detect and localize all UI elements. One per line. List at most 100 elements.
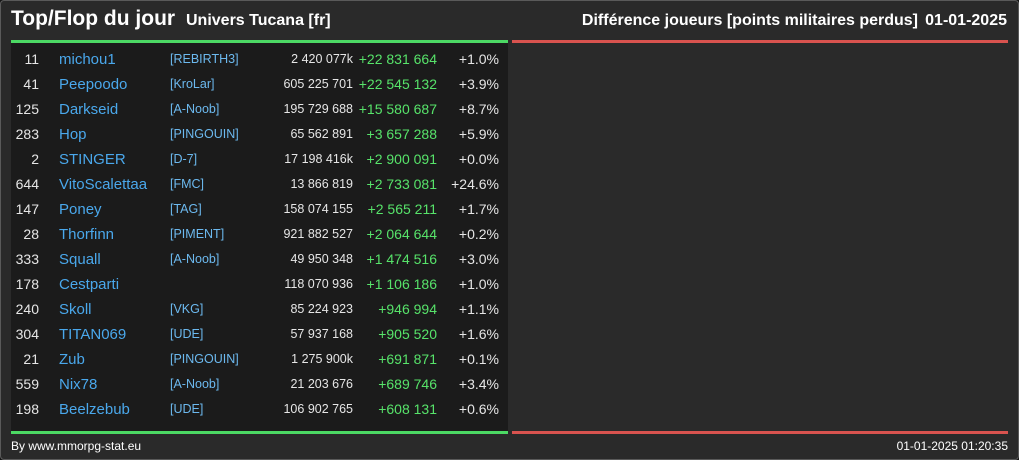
player-name-link[interactable]: Peepoodo (59, 76, 128, 93)
percent-cell: +8.7% (458, 101, 499, 117)
player-name-link[interactable]: Zub (59, 351, 85, 368)
difference-cell: +905 520 (378, 326, 437, 342)
alliance-tag-link[interactable]: [TAG] (170, 202, 202, 216)
table-row: 11 michou1 [REBIRTH3] 2 420 077k +22 831 664… (11, 47, 508, 72)
alliance-tag-link[interactable]: [REBIRTH3] (170, 52, 239, 66)
player-name-link[interactable]: Darkseid (59, 101, 119, 118)
alliance-tag-link[interactable]: [PIMENT] (170, 227, 225, 241)
percent-cell: +1.6% (458, 326, 499, 342)
points-cell: 195 729 688 (283, 102, 353, 116)
difference-cell: +608 131 (378, 401, 437, 417)
points-cell: 106 902 765 (283, 402, 353, 416)
player-name-link[interactable]: TITAN069 (59, 326, 127, 343)
rank-cell: 333 (15, 251, 39, 267)
percent-cell: +1.1% (458, 301, 499, 317)
alliance-tag-link[interactable]: [UDE] (170, 327, 204, 341)
rank-cell: 21 (23, 351, 39, 367)
header-date: 01-01-2025 (925, 12, 1007, 29)
difference-cell: +1 474 516 (366, 251, 437, 267)
alliance-tag-link[interactable]: [A-Noob] (170, 252, 220, 266)
difference-cell: +2 565 211 (367, 201, 437, 217)
percent-cell: +1.0% (458, 51, 499, 67)
player-name-link[interactable]: Cestparti (59, 276, 120, 293)
alliance-tag-link[interactable]: [A-Noob] (170, 377, 220, 391)
flop-panel (512, 40, 1008, 433)
universe-label: Univers Tucana [fr] (186, 12, 331, 29)
points-cell: 21 203 676 (290, 377, 353, 391)
player-name-link[interactable]: Skoll (59, 301, 92, 318)
player-name-link[interactable]: Squall (59, 251, 101, 268)
page-title: Top/Flop du jour (11, 7, 176, 30)
player-name-link[interactable]: Nix78 (59, 376, 98, 393)
difference-cell: +22 831 664 (358, 51, 437, 67)
alliance-tag-link[interactable]: [A-Noob] (170, 102, 220, 116)
percent-cell: +3.4% (458, 376, 499, 392)
alliance-tag-link[interactable]: [D-7] (170, 152, 198, 166)
difference-cell: +1 106 186 (366, 276, 437, 292)
table-row: 559 Nix78 [A-Noob] 21 203 676 +689 746 +3.4% (11, 372, 508, 397)
rank-cell: 178 (15, 276, 39, 292)
alliance-tag-link[interactable]: [PINGOUIN] (170, 352, 239, 366)
table-row: 240 Skoll [VKG] 85 224 923 +946 994 +1.1% (11, 297, 508, 322)
rank-cell: 240 (15, 301, 39, 317)
percent-cell: +1.0% (458, 276, 499, 292)
rank-cell: 147 (15, 201, 39, 217)
difference-cell: +2 733 081 (366, 176, 437, 192)
flop-panel-top-border (512, 40, 1008, 43)
points-cell: 118 070 936 (284, 277, 353, 291)
difference-cell: +2 064 644 (366, 226, 437, 242)
alliance-tag-link[interactable]: [UDE] (170, 402, 204, 416)
table-row: 304 TITAN069 [UDE] 57 937 168 +905 520 +1.6% (11, 322, 508, 347)
points-cell: 49 950 348 (290, 252, 353, 266)
percent-cell: +0.1% (458, 351, 499, 367)
ranking-label: Différence joueurs [points militaires pe… (581, 12, 918, 29)
alliance-tag-link[interactable]: [PINGOUIN] (170, 127, 239, 141)
player-name-link[interactable]: Poney (59, 201, 102, 218)
rank-cell: 644 (15, 176, 39, 192)
player-name-link[interactable]: VitoScalettaa (59, 176, 148, 193)
footer-timestamp: 01-01-2025 01:20:35 (896, 439, 1008, 453)
table-row: 21 Zub [PINGOUIN] 1 275 900k +691 871 +0.1% (11, 347, 508, 372)
top-panel-top-border (11, 40, 508, 43)
points-cell: 85 224 923 (290, 302, 353, 316)
difference-cell: +3 657 288 (366, 126, 437, 142)
percent-cell: +24.6% (451, 176, 499, 192)
points-cell: 158 074 155 (283, 202, 353, 216)
player-name-link[interactable]: Beelzebub (59, 401, 130, 418)
percent-cell: +3.9% (458, 76, 499, 92)
table-row: 333 Squall [A-Noob] 49 950 348 +1 474 516 +3.… (11, 247, 508, 272)
credit-link[interactable]: By www.mmorpg-stat.eu (11, 439, 142, 453)
table-row: 41 Peepoodo [KroLar] 605 225 701 +22 545 132… (11, 72, 508, 97)
header: Top/Flop du jour Univers Tucana [fr] Dif… (0, 0, 1019, 40)
percent-cell: +3.0% (458, 251, 499, 267)
points-cell: 1 275 900k (291, 352, 353, 366)
table-row: 198 Beelzebub [UDE] 106 902 765 +608 131 +0.6… (11, 397, 508, 422)
difference-cell: +2 900 091 (366, 151, 437, 167)
rank-cell: 559 (15, 376, 39, 392)
rank-cell: 283 (15, 126, 39, 142)
percent-cell: +5.9% (458, 126, 499, 142)
top-panel-bottom-border (11, 431, 508, 434)
player-name-link[interactable]: michou1 (59, 51, 116, 68)
alliance-tag-link[interactable]: [KroLar] (170, 77, 215, 91)
difference-cell: +22 545 132 (358, 76, 437, 92)
points-cell: 13 866 819 (290, 177, 353, 191)
table-row: 125 Darkseid [A-Noob] 195 729 688 +15 580 68… (11, 97, 508, 122)
points-cell: 2 420 077k (291, 52, 353, 66)
table-row: 283 Hop [PINGOUIN] 65 562 891 +3 657 288 +5.9… (11, 122, 508, 147)
top-list: 11 michou1 [REBIRTH3] 2 420 077k +22 831 664… (11, 47, 508, 422)
percent-cell: +0.0% (458, 151, 499, 167)
table-row: 147 Poney [TAG] 158 074 155 +2 565 211 +1.7% (11, 197, 508, 222)
percent-cell: +0.6% (458, 401, 499, 417)
alliance-tag-link[interactable]: [FMC] (170, 177, 205, 191)
alliance-tag-link[interactable]: [VKG] (170, 302, 204, 316)
player-name-link[interactable]: Thorfinn (59, 226, 115, 243)
percent-cell: +1.7% (458, 201, 499, 217)
rank-cell: 198 (15, 401, 39, 417)
difference-cell: +691 871 (378, 351, 437, 367)
player-name-link[interactable]: STINGER (59, 151, 126, 168)
difference-cell: +15 580 687 (358, 101, 437, 117)
points-cell: 921 882 527 (283, 227, 353, 241)
player-name-link[interactable]: Hop (59, 126, 87, 143)
difference-cell: +689 746 (378, 376, 437, 392)
